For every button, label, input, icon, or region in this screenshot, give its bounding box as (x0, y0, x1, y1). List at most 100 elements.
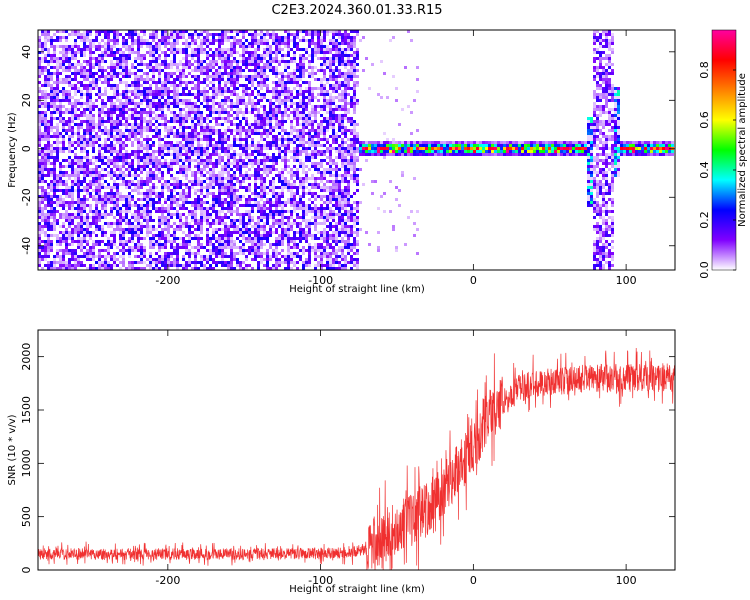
spectrogram-cell (95, 255, 98, 258)
spectrogram-cell (125, 150, 128, 153)
spectrogram-cell (179, 81, 182, 84)
spectrogram-cell (71, 258, 74, 261)
spectrogram-cell (269, 243, 272, 246)
spectrogram-cell (44, 132, 47, 135)
spectrogram-cell (287, 264, 290, 267)
spectrogram-cell (272, 162, 275, 165)
spectrogram-cell (38, 63, 41, 66)
spectrogram-cell (227, 165, 230, 168)
spectrogram-cell (137, 222, 140, 225)
spectrogram-cell (230, 90, 233, 93)
spectrogram-cell (146, 156, 149, 159)
spectrogram-cell (197, 51, 200, 54)
spectrogram-cell (260, 204, 263, 207)
spectrogram-cell (155, 51, 158, 54)
spectrogram-cell (194, 210, 197, 213)
spectrogram-cell (95, 177, 98, 180)
spectrogram-cell (101, 45, 104, 48)
spectrogram-cell (152, 219, 155, 222)
spectrogram-cell (104, 105, 107, 108)
spectrogram-cell (287, 252, 290, 255)
spectrogram-cell (212, 54, 215, 57)
spectrogram-cell (266, 156, 269, 159)
spectrogram-cell (107, 225, 110, 228)
spectrogram-cell (50, 99, 53, 102)
spectrogram-cell (248, 252, 251, 255)
spectrogram-cell (188, 111, 191, 114)
spectrogram-cell (80, 183, 83, 186)
spectrogram-cell (92, 177, 95, 180)
spectrogram-cell (191, 225, 194, 228)
spectrogram-cell (65, 30, 68, 33)
spectrogram-cell (128, 207, 131, 210)
spectrogram-cell (71, 111, 74, 114)
spectrogram-cell (221, 192, 224, 195)
spectrogram-cell (164, 258, 167, 261)
spectrogram-cell (257, 162, 260, 165)
spectrogram-cell (158, 45, 161, 48)
spectrogram-cell (125, 195, 128, 198)
spectrogram-cell (281, 99, 284, 102)
spectrogram-cell (182, 192, 185, 195)
spectrogram-cell (149, 48, 152, 51)
spectrogram-cell (80, 66, 83, 69)
spectrogram-cell (128, 237, 131, 240)
spectrogram-cell (239, 126, 242, 129)
spectrogram-cell (257, 81, 260, 84)
spectrogram-cell (245, 222, 248, 225)
spectrogram-cell (206, 210, 209, 213)
spectrogram-cell (137, 141, 140, 144)
spectrogram-cell (134, 168, 137, 171)
spectrogram-cell (41, 156, 44, 159)
spectrogram-cell (284, 93, 287, 96)
spectrogram-cell (44, 102, 47, 105)
spectrogram-cell (104, 168, 107, 171)
spectrogram-cell (248, 228, 251, 231)
spectrogram-cell (74, 264, 77, 267)
spectrogram-cell (194, 66, 197, 69)
spectrogram-cell (245, 102, 248, 105)
spectrogram-cell (287, 51, 290, 54)
spectrogram-cell (140, 258, 143, 261)
spectrogram-cell (86, 75, 89, 78)
spectrogram-cell (149, 60, 152, 63)
spectrogram-cell (293, 114, 296, 117)
spectrogram-cell (224, 48, 227, 51)
spectrogram-cell (296, 129, 299, 132)
spectrogram-cell (119, 171, 122, 174)
spectrogram-cell (227, 87, 230, 90)
spectrogram-cell (227, 189, 230, 192)
spectrogram-cell (158, 159, 161, 162)
spectrogram-cell (116, 132, 119, 135)
spectrogram-cell (194, 96, 197, 99)
spectrogram-cell (92, 84, 95, 87)
spectrogram-cell (233, 204, 236, 207)
spectrogram-cell (65, 57, 68, 60)
spectrogram-cell (197, 75, 200, 78)
spectrogram-cell (98, 96, 101, 99)
spectrogram-cell (98, 153, 101, 156)
spectrogram-cell (113, 69, 116, 72)
spectrogram-cell (296, 246, 299, 249)
spectrogram-cell (137, 267, 140, 270)
spectrogram-cell (92, 216, 95, 219)
spectrogram-cell (215, 261, 218, 264)
spectrogram-cell (143, 117, 146, 120)
spectrogram-cell (161, 246, 164, 249)
spectrogram-cell (152, 117, 155, 120)
spectrogram-cell (266, 48, 269, 51)
spectrogram-cell (74, 87, 77, 90)
spectrogram-cell (179, 141, 182, 144)
spectrogram-cell (248, 249, 251, 252)
spectrogram-cell (254, 162, 257, 165)
spectrogram-cell (191, 36, 194, 39)
spectrogram-cell (101, 120, 104, 123)
spectrogram-cell (116, 183, 119, 186)
spectrogram-cell (245, 138, 248, 141)
spectrogram-cell (68, 231, 71, 234)
spectrogram-cell (245, 108, 248, 111)
spectrogram-cell (266, 45, 269, 48)
spectrogram-cell (110, 207, 113, 210)
spectrogram-cell (203, 120, 206, 123)
spectrogram-cell (50, 147, 53, 150)
